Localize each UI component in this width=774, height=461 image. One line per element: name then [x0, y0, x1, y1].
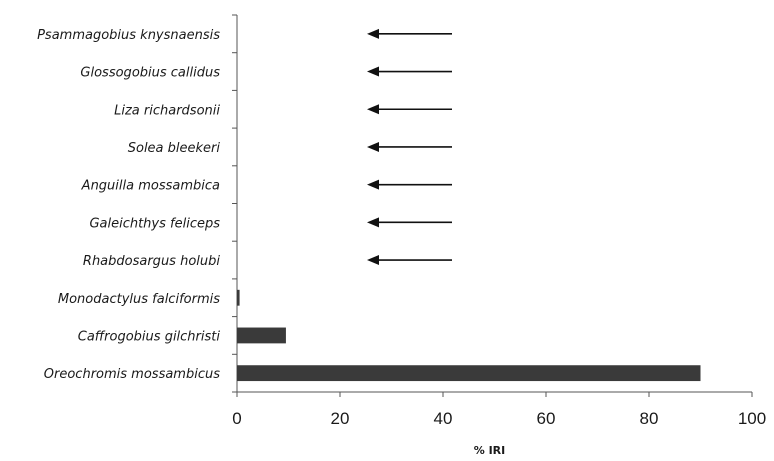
x-tick-label: 100 [738, 409, 766, 428]
x-tick-label: 80 [640, 409, 659, 428]
x-tick-labels: 0 20 40 60 80 100 [232, 409, 766, 428]
category-label: Solea bleekeri [128, 141, 221, 156]
category-label: Glossogobius callidus [80, 66, 220, 81]
category-label: Galeichthys feliceps [89, 216, 220, 231]
x-tick-label: 40 [434, 409, 453, 428]
x-axis-title: % IRI [474, 444, 506, 457]
category-label: Anguilla mossambica [81, 179, 220, 194]
arrow-icon [367, 180, 452, 190]
category-label: Monodactylus falciformis [58, 292, 220, 307]
arrow-icon [367, 217, 452, 227]
axes [237, 15, 752, 392]
arrow-icon [367, 255, 452, 265]
category-labels: Psammagobius knysnaensis Glossogobius cal… [37, 28, 220, 382]
arrow-icon [367, 104, 452, 114]
category-label: Caffrogobius gilchristi [78, 329, 221, 344]
arrow-icon [367, 29, 452, 39]
arrow-icon [367, 142, 452, 152]
x-tick-label: 0 [232, 409, 241, 428]
category-label: Rhabdosargus holubi [83, 254, 220, 269]
category-label: Oreochromis mossambicus [44, 367, 220, 382]
bars [237, 290, 701, 381]
bar [237, 290, 240, 306]
arrows [367, 29, 452, 265]
x-tick-label: 20 [331, 409, 350, 428]
arrow-icon [367, 67, 452, 77]
y-axis-ticks [232, 15, 237, 392]
x-axis-ticks [237, 392, 752, 397]
category-label: Psammagobius knysnaensis [37, 28, 220, 43]
category-label: Liza richardsonii [114, 103, 220, 118]
x-tick-label: 60 [537, 409, 556, 428]
bar [237, 365, 701, 381]
bar [237, 328, 286, 344]
